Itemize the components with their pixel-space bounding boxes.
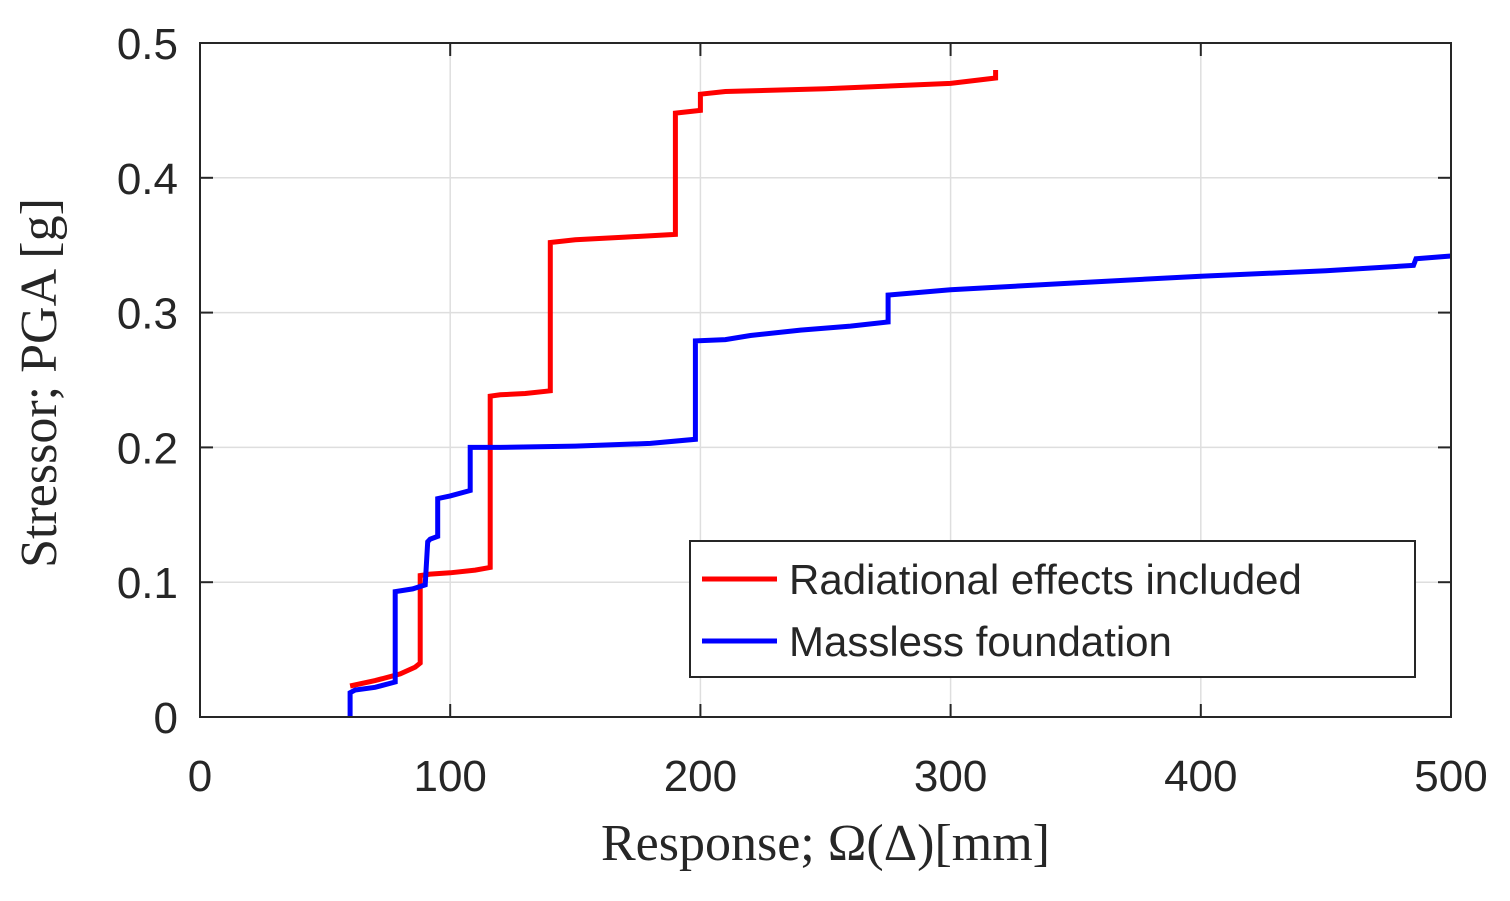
y-tick-label: 0.3	[117, 290, 178, 339]
series-lines	[347, 70, 1452, 717]
legend-label-massless: Massless foundation	[789, 618, 1172, 665]
y-tick-label: 0.5	[117, 20, 178, 69]
series-line-massless	[347, 253, 1452, 717]
tick-marks	[199, 42, 1452, 718]
x-tick-label: 500	[1414, 752, 1487, 801]
x-tick-label: 0	[188, 752, 212, 801]
x-tick-label: 300	[914, 752, 987, 801]
x-axis-label: Response; Ω(Δ)[mm]	[601, 815, 1050, 872]
plot-frame	[199, 42, 1452, 718]
y-axis-label: Stressor; PGA [g]	[11, 198, 68, 568]
legend: Radiational effects included Massless fo…	[689, 540, 1416, 678]
y-tick-label: 0.4	[117, 155, 178, 204]
x-tick-label: 100	[413, 752, 486, 801]
tick-labels: 0 100 200 300 400 500 0 0.1 0.2 0.3 0.4 0.5	[117, 20, 1488, 801]
legend-box	[689, 540, 1416, 678]
y-tick-label: 0	[154, 694, 178, 743]
series-line-radiational	[349, 70, 999, 689]
y-tick-label: 0.2	[117, 424, 178, 473]
grid	[200, 43, 1451, 717]
legend-label-radiational: Radiational effects included	[789, 556, 1302, 603]
x-tick-label: 200	[664, 752, 737, 801]
x-tick-label: 400	[1164, 752, 1237, 801]
y-tick-label: 0.1	[117, 559, 178, 608]
